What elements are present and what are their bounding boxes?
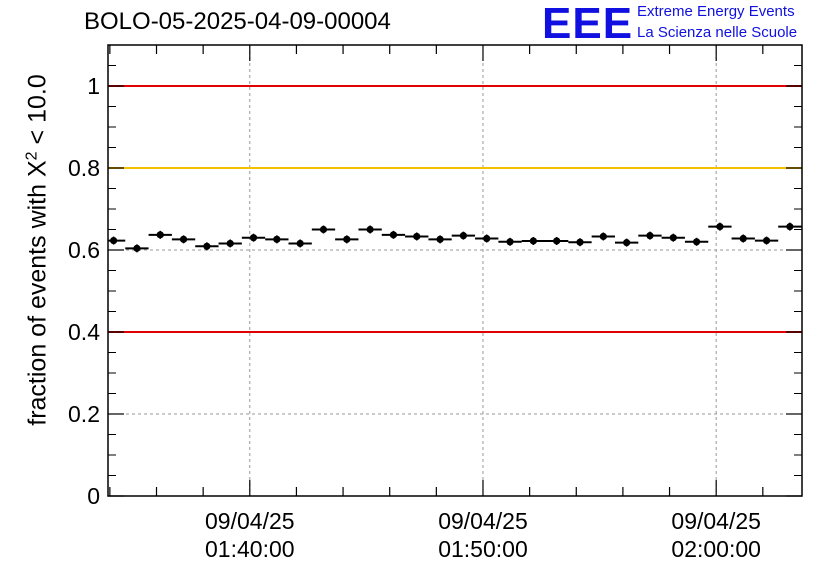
x-tick-label-time: 02:00:00 xyxy=(671,536,761,562)
data-point xyxy=(203,242,211,250)
data-point xyxy=(553,237,561,245)
x-tick-label-time: 01:40:00 xyxy=(205,536,295,562)
x-tick-label-date: 09/04/25 xyxy=(205,508,295,534)
y-tick-label: 0.4 xyxy=(68,319,100,345)
data-point xyxy=(343,235,351,243)
data-point xyxy=(226,239,234,248)
data-point xyxy=(576,238,584,246)
data-point xyxy=(179,235,188,243)
data-point xyxy=(459,232,467,240)
data-point xyxy=(716,223,724,231)
plot-frame xyxy=(107,44,803,497)
data-point xyxy=(786,223,794,231)
logo-text-line2: La Scienza nelle Scuole xyxy=(637,24,798,41)
data-point xyxy=(389,231,398,239)
reference-lines-layer xyxy=(108,85,802,333)
y-tick-label: 0.8 xyxy=(68,155,100,181)
x-tick-label-date: 09/04/25 xyxy=(438,508,528,534)
data-point xyxy=(739,234,747,243)
y-tick-label: 1 xyxy=(87,73,100,99)
data-point xyxy=(506,238,514,246)
data-point xyxy=(319,225,328,234)
data-point xyxy=(366,225,374,234)
chart-title: BOLO-05-2025-04-09-00004 xyxy=(84,8,391,35)
tick-label-layer: 00.20.40.60.8109/04/2501:40:0009/04/2501… xyxy=(68,73,761,562)
data-point xyxy=(529,237,537,245)
data-point xyxy=(273,235,281,243)
tick-layer xyxy=(108,44,802,497)
data-layer xyxy=(108,222,802,253)
logo-text-line1: Extreme Energy Events xyxy=(637,3,795,20)
data-point xyxy=(249,234,258,242)
x-tick-label-time: 01:50:00 xyxy=(438,536,528,562)
y-tick-label: 0 xyxy=(87,483,100,509)
data-point xyxy=(623,239,631,247)
y-tick-label: 0.2 xyxy=(68,401,100,427)
data-point xyxy=(483,234,491,243)
data-point xyxy=(436,235,444,243)
data-point xyxy=(133,244,141,252)
y-tick-label: 0.6 xyxy=(68,237,100,263)
data-point xyxy=(646,232,654,240)
eee-logo-mark: EEE xyxy=(542,0,634,48)
data-point xyxy=(692,238,701,246)
data-point xyxy=(109,236,118,245)
data-point xyxy=(156,231,164,239)
data-point xyxy=(669,234,677,242)
grid-layer xyxy=(108,45,802,496)
x-tick-label-date: 09/04/25 xyxy=(671,508,761,534)
data-point xyxy=(296,239,304,248)
frame-layer xyxy=(107,44,803,497)
data-point xyxy=(762,236,771,245)
data-point xyxy=(413,232,421,241)
data-point xyxy=(599,232,607,241)
